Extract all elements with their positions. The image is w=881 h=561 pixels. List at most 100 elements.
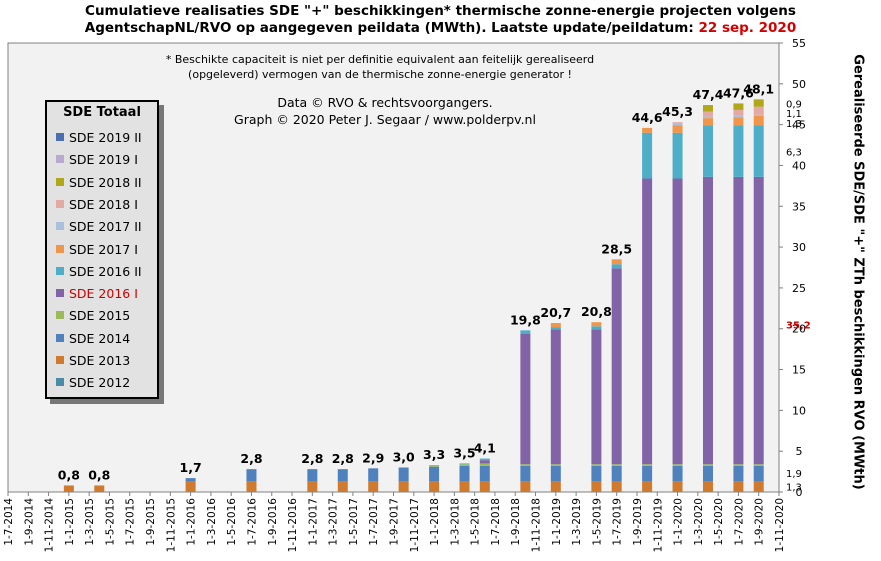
bar-total-label: 28,5: [601, 241, 632, 256]
bar-segment: [702, 116, 713, 119]
x-tick-label: 1-7-2020: [733, 498, 745, 546]
legend-label: SDE 2012: [69, 375, 131, 391]
bar-segment: [733, 465, 744, 482]
x-tick-label: 1-7-2019: [612, 498, 624, 546]
bar-total-label: 3,3: [423, 447, 445, 462]
legend-swatch: [56, 177, 64, 186]
bar-segment: [479, 460, 490, 464]
bar-total-label: 0,8: [58, 467, 80, 482]
bar-segment: [337, 469, 348, 482]
bar-total-label: 48,1: [743, 81, 774, 96]
legend-item: SDE 2019 II: [56, 130, 142, 145]
bar-segment: [611, 264, 622, 269]
bar-total-label: 3,5: [453, 445, 475, 460]
y-tick-label: 25: [792, 282, 806, 295]
bar-segment: [398, 467, 409, 482]
legend-label: SDE 2019 II: [69, 130, 142, 145]
legend-swatch: [56, 378, 64, 387]
x-tick-label: 1-1-2019: [551, 498, 563, 546]
x-tick-label: 1-9-2015: [145, 498, 157, 546]
x-tick-label: 1-3-2018: [449, 498, 461, 546]
bar-segment: [733, 125, 744, 177]
bar-total-label: 20,7: [540, 305, 571, 320]
y-tick-label: 5: [796, 445, 803, 458]
chart-title-line-1: Cumulatieve realisaties SDE "+" beschikk…: [85, 3, 796, 19]
bar-segment: [479, 458, 490, 461]
segment-annotation: 1,3: [786, 483, 802, 494]
legend-swatch: [56, 266, 64, 275]
bar-segment: [753, 464, 764, 466]
bar-segment: [459, 464, 470, 466]
y-tick-label: 10: [792, 404, 806, 417]
bar-segment: [702, 481, 713, 492]
segment-annotation: 1,1: [786, 109, 802, 120]
x-tick-label: 1-11-2018: [531, 498, 543, 552]
bar-total-label: 2,8: [301, 451, 323, 466]
bar-segment: [459, 463, 470, 465]
bar-segment: [672, 178, 683, 465]
bar-segment: [672, 465, 683, 482]
x-tick-label: 1-1-2015: [64, 498, 76, 546]
legend-label: SDE 2016 I: [69, 286, 138, 302]
bar-segment: [550, 327, 561, 330]
legend-item: SDE 2016 I: [56, 286, 138, 301]
chart-title-line-2: AgentschapNL/RVO op aangegeven peildata …: [0, 20, 881, 36]
bar-segment: [246, 469, 257, 482]
bar-segment: [733, 481, 744, 492]
bar-segment: [550, 481, 561, 492]
bar-segment: [520, 481, 531, 492]
legend-item: SDE 2017 I: [56, 242, 138, 257]
x-tick-label: 1-11-2017: [409, 498, 421, 552]
bar-segment: [550, 465, 561, 482]
bar-segment: [672, 481, 683, 492]
legend-item: SDE 2013: [56, 353, 130, 368]
bar-segment: [733, 464, 744, 466]
bar-total-label: 3,0: [393, 450, 415, 465]
bar-segment: [550, 323, 561, 328]
bar-segment: [591, 322, 602, 327]
bar-segment: [733, 109, 744, 116]
bar-segment: [429, 466, 440, 482]
legend-label: SDE 2015: [69, 308, 131, 324]
bar-segment: [702, 125, 713, 177]
legend-swatch: [56, 199, 64, 208]
credit-block: Data © RVO & rechtsvoorgangers. Graph © …: [195, 94, 575, 128]
x-tick-label: 1-3-2020: [693, 498, 705, 546]
bar-segment: [459, 465, 470, 482]
x-tick-label: 1-11-2016: [287, 498, 299, 553]
bar-segment: [753, 481, 764, 492]
x-tick-label: 1-7-2014: [3, 498, 15, 546]
bar-segment: [368, 468, 379, 482]
bar-segment: [591, 465, 602, 482]
bar-total-label: 44,6: [632, 110, 663, 125]
legend-title: SDE Totaal: [63, 105, 141, 120]
x-tick-label: 1-3-2019: [571, 498, 583, 546]
bar-segment: [753, 106, 764, 115]
x-tick-label: 1-1-2020: [673, 498, 685, 546]
bar-segment: [702, 464, 713, 466]
bar-segment: [307, 481, 318, 492]
x-tick-label: 1-7-2017: [368, 498, 380, 546]
bar-segment: [520, 464, 531, 466]
disclaimer-note: * Beschikte capaciteit is niet per defin…: [150, 52, 610, 82]
bar-segment: [479, 465, 490, 482]
credit-line-1: Data © RVO & rechtsvoorgangers.: [277, 95, 493, 110]
bar-segment: [337, 481, 348, 492]
bar-segment: [702, 111, 713, 117]
legend-swatch: [56, 222, 64, 231]
legend-label: SDE 2017 I: [69, 241, 138, 257]
bar-segment: [591, 326, 602, 330]
x-tick-label: 1-9-2014: [23, 498, 35, 546]
x-tick-label: 1-9-2017: [389, 498, 401, 546]
x-tick-label: 1-9-2019: [632, 498, 644, 546]
y-tick-label: 30: [792, 241, 806, 254]
y-tick-label: 50: [792, 78, 806, 91]
bar-segment: [550, 329, 561, 465]
y-tick-label: 40: [792, 159, 806, 172]
bar-segment: [520, 330, 531, 334]
bar-segment: [185, 478, 196, 482]
bar-segment: [753, 176, 764, 465]
bar-segment: [611, 481, 622, 492]
bar-segment: [642, 127, 653, 133]
x-tick-label: 1-1-2017: [307, 498, 319, 546]
